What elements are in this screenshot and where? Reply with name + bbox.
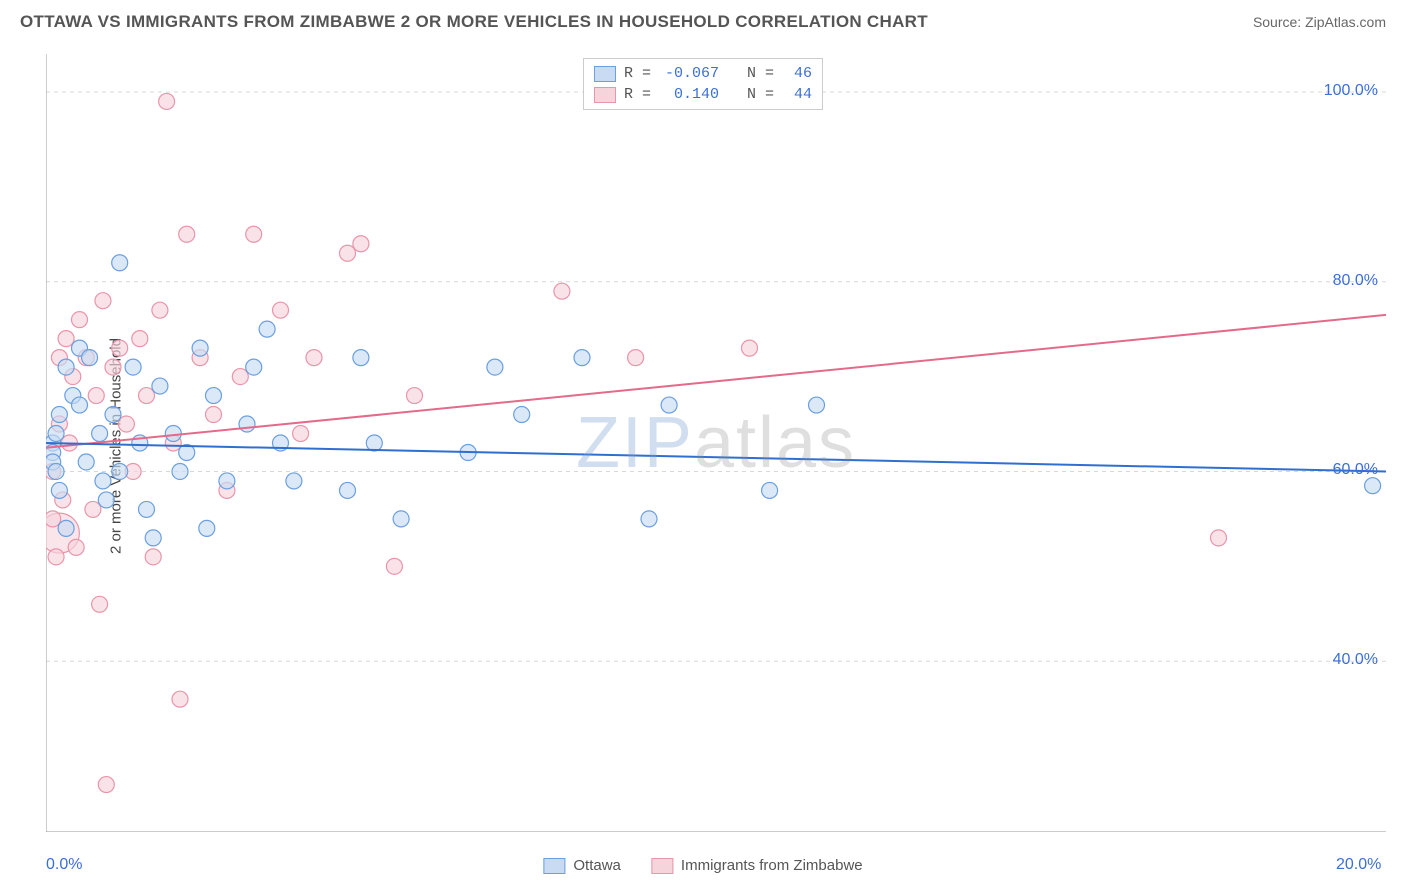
y-tick-label: 80.0% <box>1333 272 1378 290</box>
n-value-ottawa: 46 <box>782 65 812 82</box>
r-value-ottawa: -0.067 <box>659 65 719 82</box>
legend-label-ottawa: Ottawa <box>573 857 621 874</box>
series-legend: Ottawa Immigrants from Zimbabwe <box>543 857 862 874</box>
swatch-ottawa <box>594 66 616 82</box>
chart-title: OTTAWA VS IMMIGRANTS FROM ZIMBABWE 2 OR … <box>20 12 928 32</box>
swatch-zimbabwe <box>594 87 616 103</box>
swatch-ottawa <box>543 858 565 874</box>
y-tick-label: 40.0% <box>1333 651 1378 669</box>
y-tick-label: 60.0% <box>1333 461 1378 479</box>
y-tick-label: 100.0% <box>1324 82 1378 100</box>
r-label: R = <box>624 65 651 82</box>
n-label: N = <box>747 86 774 103</box>
scatter-plot-svg <box>46 54 1386 832</box>
correlation-legend-row-zimbabwe: R = 0.140 N = 44 <box>594 84 812 105</box>
n-value-zimbabwe: 44 <box>782 86 812 103</box>
x-tick-max: 20.0% <box>1336 856 1381 874</box>
x-tick-min: 0.0% <box>46 856 82 874</box>
r-label: R = <box>624 86 651 103</box>
source-label: Source: ZipAtlas.com <box>1253 14 1386 30</box>
swatch-zimbabwe <box>651 858 673 874</box>
legend-item-zimbabwe: Immigrants from Zimbabwe <box>651 857 863 874</box>
correlation-legend: R = -0.067 N = 46 R = 0.140 N = 44 <box>583 58 823 110</box>
correlation-legend-row-ottawa: R = -0.067 N = 46 <box>594 63 812 84</box>
legend-item-ottawa: Ottawa <box>543 857 621 874</box>
r-value-zimbabwe: 0.140 <box>659 86 719 103</box>
chart-plot-area: ZIPatlas <box>46 54 1386 832</box>
legend-label-zimbabwe: Immigrants from Zimbabwe <box>681 857 863 874</box>
n-label: N = <box>747 65 774 82</box>
